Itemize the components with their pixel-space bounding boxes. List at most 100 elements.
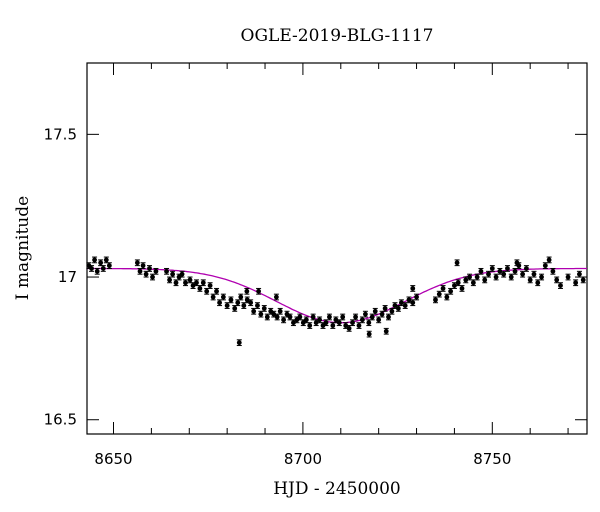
data-point	[179, 271, 185, 277]
data-point	[274, 314, 280, 320]
data-point	[137, 268, 143, 274]
data-point	[497, 268, 503, 274]
data-point	[433, 297, 438, 303]
data-point	[444, 294, 450, 300]
y-tick-label: 16.5	[44, 411, 77, 429]
data-point	[268, 308, 274, 314]
data-point	[150, 274, 155, 280]
data-point	[204, 288, 210, 294]
data-point	[310, 314, 316, 320]
data-point	[386, 314, 391, 320]
data-point	[294, 317, 300, 323]
data-point	[452, 283, 457, 288]
data-point	[550, 268, 556, 274]
data-point	[244, 288, 250, 294]
data-point	[369, 314, 375, 320]
data-point	[454, 260, 460, 266]
data-point	[200, 280, 206, 286]
data-point	[392, 303, 398, 308]
data-point	[455, 280, 461, 286]
data-point	[251, 308, 257, 314]
data-point	[440, 286, 446, 291]
data-point	[271, 311, 277, 317]
x-tick-label: 8750	[473, 450, 511, 468]
axis-ticks	[87, 63, 587, 434]
data-point	[359, 317, 365, 323]
data-point	[256, 288, 261, 294]
data-point	[353, 314, 358, 320]
data-point	[467, 274, 472, 280]
data-point	[546, 257, 552, 263]
data-point	[220, 294, 226, 300]
data-point	[366, 331, 372, 337]
data-point	[489, 266, 495, 271]
data-point	[235, 300, 241, 306]
data-point	[482, 277, 488, 283]
data-point	[356, 323, 362, 328]
data-point	[535, 280, 541, 286]
data-point	[539, 274, 544, 280]
y-tick-label: 17	[58, 268, 77, 286]
data-point	[98, 260, 104, 266]
data-point	[217, 300, 222, 306]
data-point	[173, 280, 179, 286]
data-point	[523, 266, 529, 271]
data-point	[448, 288, 454, 294]
data-point	[224, 303, 230, 308]
data-point	[170, 271, 176, 277]
data-point	[232, 306, 238, 311]
data-point	[167, 277, 172, 283]
data-point	[241, 303, 247, 308]
data-point	[501, 271, 507, 277]
data-point	[197, 286, 203, 291]
data-point	[210, 294, 216, 300]
data-point	[383, 328, 389, 334]
data-point	[514, 260, 520, 266]
data-point	[565, 274, 571, 280]
data-point	[273, 294, 279, 300]
data-point	[313, 320, 319, 326]
data-point	[176, 274, 182, 280]
data-point	[406, 297, 412, 303]
data-point	[343, 323, 349, 328]
data-point	[554, 277, 560, 283]
y-tick-label: 17.5	[44, 125, 77, 143]
data-point	[255, 303, 260, 308]
data-point	[531, 271, 537, 277]
data-point	[277, 308, 283, 314]
data-point	[134, 260, 140, 266]
data-point	[297, 314, 303, 320]
data-point	[153, 268, 159, 274]
data-point	[236, 340, 242, 346]
data-point	[350, 320, 355, 326]
data-point	[366, 320, 372, 326]
data-point	[106, 263, 112, 269]
data-point	[258, 311, 264, 317]
data-point	[94, 268, 100, 274]
data-point	[100, 266, 106, 271]
data-point	[287, 314, 293, 320]
data-point	[194, 280, 199, 286]
data-point	[414, 294, 419, 300]
data-point	[238, 294, 244, 300]
data-point	[317, 317, 322, 323]
x-axis-label: HJD - 2450000	[273, 479, 401, 499]
data-point	[542, 263, 548, 269]
data-point	[463, 277, 469, 283]
data-point	[363, 311, 368, 317]
data-point	[410, 286, 416, 291]
data-point	[527, 277, 533, 283]
x-tick-label: 8700	[284, 450, 322, 468]
data-point	[330, 323, 336, 328]
data-point	[303, 317, 309, 323]
data-point	[190, 283, 196, 288]
data-point	[486, 271, 491, 277]
data-point	[281, 317, 286, 323]
data-point	[580, 277, 586, 283]
data-point	[307, 323, 313, 328]
data-point	[436, 291, 442, 297]
data-point	[520, 271, 526, 277]
x-tick-label: 8650	[94, 450, 132, 468]
data-point	[187, 277, 193, 283]
